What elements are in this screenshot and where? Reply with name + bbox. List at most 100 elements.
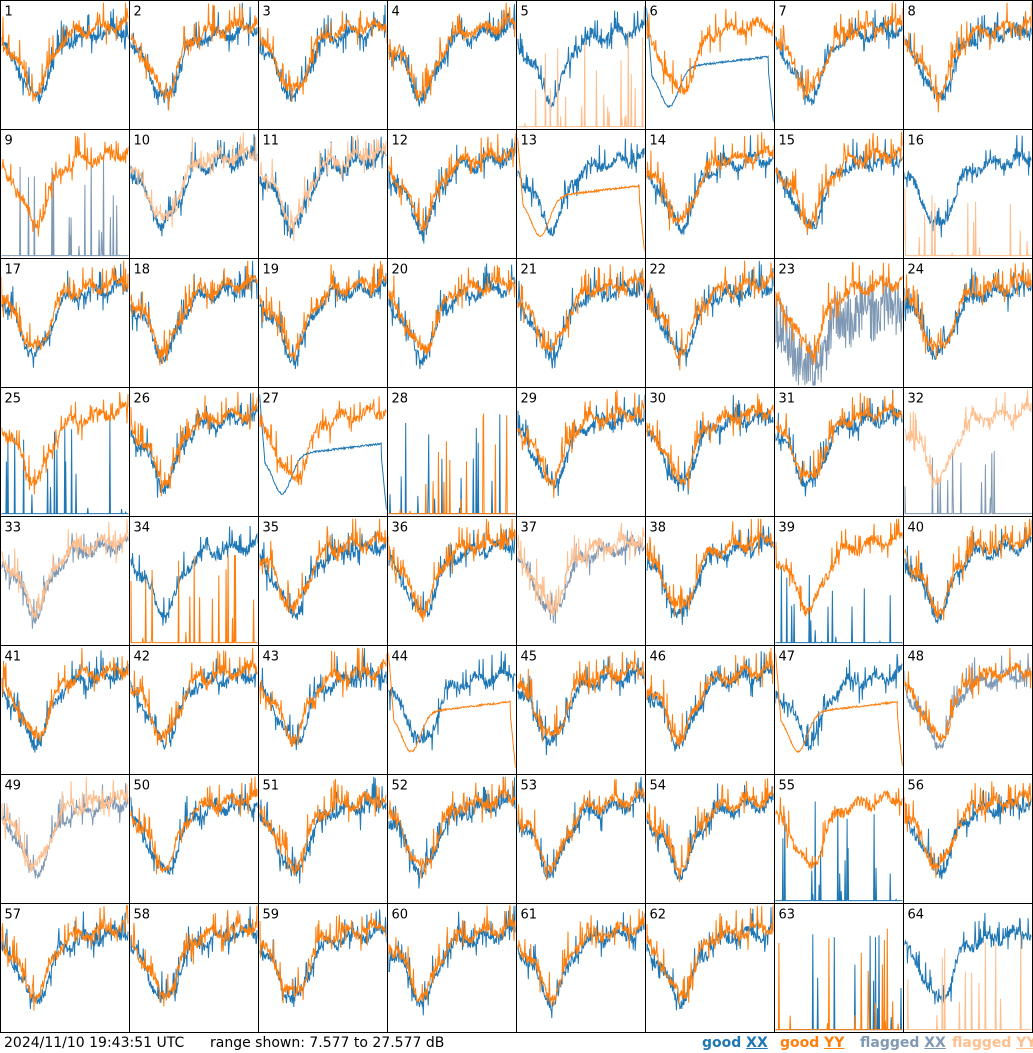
panel-label: 45 [521, 650, 538, 665]
panel-13: 13 [516, 129, 646, 259]
legend-good-xx: good XX [702, 1035, 768, 1051]
panel-5: 5 [516, 0, 646, 130]
panel-8: 8 [903, 0, 1033, 130]
panel-label: 34 [134, 521, 151, 536]
panel-label: 61 [521, 908, 538, 923]
trace-yy-6 [646, 8, 774, 95]
trace-yy-32 [904, 389, 1032, 490]
panel-40: 40 [903, 516, 1033, 646]
panel-48: 48 [903, 645, 1033, 775]
trace-yy-44 [388, 652, 516, 769]
panel-24: 24 [903, 258, 1033, 388]
panel-7: 7 [774, 0, 904, 130]
panel-label: 46 [650, 650, 667, 665]
trace-yy-40 [904, 518, 1032, 621]
panel-31: 31 [774, 387, 904, 517]
trace-yy-27 [259, 396, 387, 486]
panel-50: 50 [129, 774, 259, 904]
trace-yy-28 [388, 413, 516, 515]
trace-yy-10 [130, 132, 258, 228]
panel-label: 24 [908, 263, 925, 278]
panel-12: 12 [387, 129, 517, 259]
panel-label: 47 [779, 650, 796, 665]
legend-good-yy-word: good [780, 1035, 820, 1051]
trace-yy-24 [904, 262, 1032, 360]
trace-yy-59 [259, 912, 387, 1004]
trace-yy-13 [517, 137, 645, 252]
panel-41: 41 [0, 645, 130, 775]
trace-xx-27 [259, 394, 387, 511]
legend-flagged-yy: flagged YY [952, 1035, 1033, 1051]
panel-label: 20 [392, 263, 409, 278]
panel-55: 55 [774, 774, 904, 904]
trace-yy-60 [388, 905, 516, 1003]
trace-xx-58 [130, 906, 258, 1003]
trace-yy-39 [775, 518, 903, 617]
legend-good-xx-pol: XX [746, 1035, 768, 1051]
panel-label: 4 [392, 5, 400, 20]
panel-45: 45 [516, 645, 646, 775]
panel-61: 61 [516, 903, 646, 1033]
trace-yy-9 [1, 132, 129, 237]
panel-23: 23 [774, 258, 904, 388]
panel-22: 22 [645, 258, 775, 388]
trace-yy-14 [646, 132, 774, 231]
panel-4: 4 [387, 0, 517, 130]
panel-label: 22 [650, 263, 667, 278]
panel-label: 51 [263, 779, 280, 794]
trace-yy-58 [130, 905, 258, 1007]
trace-yy-1 [1, 2, 129, 102]
panel-56: 56 [903, 774, 1033, 904]
panel-21: 21 [516, 258, 646, 388]
panel-frame [774, 516, 904, 646]
trace-xx-20 [388, 263, 516, 370]
trace-yy-7 [775, 2, 903, 100]
panel-34: 34 [129, 516, 259, 646]
trace-yy-34 [130, 554, 258, 644]
panel-58: 58 [129, 903, 259, 1033]
trace-xx-25 [1, 419, 129, 515]
panel-label: 16 [908, 134, 925, 149]
trace-yy-46 [646, 647, 774, 747]
trace-yy-12 [388, 133, 516, 233]
panel-frame [774, 645, 904, 775]
panel-38: 38 [645, 516, 775, 646]
legend-flagged-xx: flagged XX [860, 1035, 946, 1051]
trace-xx-41 [1, 650, 129, 753]
trace-yy-18 [130, 260, 258, 366]
trace-yy-49 [1, 777, 129, 872]
trace-yy-25 [1, 391, 129, 495]
trace-xx-13 [517, 138, 645, 237]
panel-label: 33 [5, 521, 22, 536]
trace-yy-57 [1, 905, 129, 1011]
panel-label: 28 [392, 392, 409, 407]
panel-frame [516, 258, 646, 388]
trace-yy-43 [259, 647, 387, 748]
trace-xx-5 [517, 6, 645, 115]
legend-flagged-yy-word: flagged [952, 1035, 1012, 1051]
panel-frame [387, 903, 517, 1033]
panel-2: 2 [129, 0, 259, 130]
trace-yy-11 [259, 134, 387, 242]
panel-51: 51 [258, 774, 388, 904]
panel-33: 33 [0, 516, 130, 646]
trace-yy-23 [775, 261, 903, 366]
legend-good-yy: good YY [780, 1035, 844, 1051]
panel-label: 59 [263, 908, 280, 923]
panel-label: 50 [134, 779, 151, 794]
trace-yy-19 [259, 260, 387, 362]
trace-yy-37 [517, 522, 645, 617]
panel-59: 59 [258, 903, 388, 1033]
panel-label: 14 [650, 134, 667, 149]
trace-xx-64 [904, 912, 1032, 1005]
panel-label: 57 [5, 908, 22, 923]
panel-label: 9 [5, 134, 13, 149]
panel-63: 63 [774, 903, 904, 1033]
trace-xx-61 [517, 912, 645, 1019]
trace-yy-31 [775, 390, 903, 484]
trace-xx-17 [1, 263, 129, 368]
trace-xx-31 [775, 389, 903, 497]
panel-label: 63 [779, 908, 796, 923]
panel-frame [516, 645, 646, 775]
